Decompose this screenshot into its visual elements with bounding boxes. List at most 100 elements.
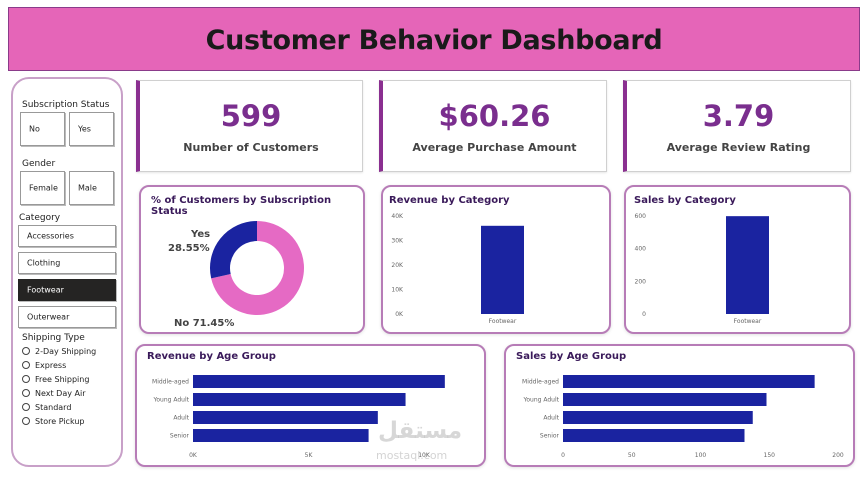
y-category-label: Young Adult — [523, 397, 560, 404]
donut-slice-no — [211, 221, 304, 315]
radio-icon — [22, 403, 30, 411]
shipping-option-nextday[interactable]: Next Day Air — [22, 389, 86, 400]
y-category-label: Senior — [540, 433, 560, 440]
subscription-option-no[interactable]: No — [20, 112, 65, 146]
kpi-value: 3.79 — [702, 99, 775, 133]
watermark-logo: مستقل — [378, 418, 463, 444]
option-label: Male — [78, 183, 97, 193]
chart-card-sales-category: Sales by Category 0 200 400 600 Footwear — [624, 185, 851, 334]
bar-middle-aged — [193, 375, 445, 388]
option-label: Store Pickup — [35, 417, 85, 426]
shipping-option-express[interactable]: Express — [22, 361, 66, 372]
kpi-card-review-rating: 3.79 Average Review Rating — [623, 80, 851, 172]
category-option-footwear[interactable]: Footwear — [18, 279, 116, 301]
bar-senior — [193, 429, 369, 442]
x-tick-label: 5K — [305, 452, 314, 459]
kpi-caption: Number of Customers — [183, 141, 319, 154]
gender-option-female[interactable]: Female — [20, 171, 65, 205]
radio-icon — [22, 375, 30, 383]
shipping-filter-label: Shipping Type — [22, 333, 85, 343]
bar-footwear — [481, 225, 524, 314]
shipping-option-standard[interactable]: Standard — [22, 403, 71, 414]
y-category-label: Middle-aged — [522, 379, 559, 386]
chart-title: Revenue by Category — [389, 195, 510, 206]
chart-title: Sales by Category — [634, 195, 736, 206]
bar-adult — [563, 411, 753, 424]
gender-option-male[interactable]: Male — [69, 171, 114, 205]
bar-middle-aged — [563, 375, 815, 388]
sales-age-chart: Middle-aged Young Adult Adult Senior 0 50 100 1… — [522, 375, 844, 459]
chart-card-sales-age: Sales by Age Group Middle-aged Young Adul… — [504, 344, 855, 467]
kpi-card-avg-purchase: $60.26 Average Purchase Amount — [379, 80, 607, 172]
category-option-clothing[interactable]: Clothing — [18, 252, 116, 274]
page-title: Customer Behavior Dashboard — [205, 25, 663, 56]
y-category-label: Adult — [543, 415, 559, 422]
x-category-label: Footwear — [734, 318, 762, 325]
option-label: Female — [29, 183, 58, 193]
category-option-accessories[interactable]: Accessories — [18, 225, 116, 247]
option-label: Next Day Air — [35, 389, 86, 398]
option-label: Express — [35, 361, 67, 370]
y-tick-label: 400 — [635, 246, 647, 253]
shipping-option-free[interactable]: Free Shipping — [22, 375, 89, 386]
x-tick-label: 10K — [418, 452, 431, 459]
y-category-label: Middle-aged — [152, 379, 189, 386]
radio-icon — [22, 347, 30, 355]
shipping-option-2day[interactable]: 2-Day Shipping — [22, 347, 96, 358]
bar-young-adult — [193, 393, 406, 406]
kpi-value: 599 — [220, 99, 282, 133]
bar-young-adult — [563, 393, 767, 406]
y-category-label: Senior — [170, 433, 190, 440]
x-tick-label: 0K — [189, 452, 198, 459]
subscription-option-yes[interactable]: Yes — [69, 112, 114, 146]
shipping-option-pickup[interactable]: Store Pickup — [22, 417, 85, 428]
kpi-caption: Average Review Rating — [666, 141, 811, 154]
y-tick-label: 200 — [635, 278, 647, 285]
kpi-card-customers: 599 Number of Customers — [136, 80, 363, 172]
radio-icon — [22, 417, 30, 425]
option-label: Accessories — [27, 231, 74, 241]
x-tick-label: 150 — [764, 452, 776, 459]
y-tick-label: 40K — [391, 213, 404, 220]
x-tick-label: 100 — [695, 452, 707, 459]
category-filter-label: Category — [19, 213, 61, 223]
x-tick-label: 0 — [561, 452, 565, 459]
y-tick-label: 0K — [395, 311, 404, 318]
donut-chart: No 71.45% Yes 28.55% — [168, 221, 304, 329]
donut-label-yes: Yes — [190, 229, 210, 240]
chart-card-revenue-category: Revenue by Category 0K 10K 20K 30K 40K Footwe… — [381, 185, 611, 334]
subscription-filter-label: Subscription Status — [22, 100, 110, 110]
category-option-outerwear[interactable]: Outerwear — [18, 306, 116, 328]
option-label: Clothing — [27, 258, 61, 268]
donut-label-yes-pct: 28.55% — [168, 243, 210, 254]
option-label: Footwear — [27, 285, 64, 295]
y-tick-label: 20K — [391, 262, 404, 269]
y-category-label: Adult — [173, 415, 189, 422]
option-label: No — [29, 124, 40, 134]
filter-panel: Subscription Status No Yes Gender Female… — [11, 77, 123, 467]
x-tick-label: 50 — [628, 452, 636, 459]
y-tick-label: 600 — [635, 213, 647, 220]
dashboard-header: Customer Behavior Dashboard — [8, 7, 860, 71]
kpi-caption: Average Purchase Amount — [412, 141, 577, 154]
x-category-label: Footwear — [489, 318, 517, 325]
option-label: Standard — [35, 403, 72, 412]
donut-label-no: No 71.45% — [174, 318, 234, 329]
chart-title: Revenue by Age Group — [147, 351, 276, 362]
watermark-url: mostaql.com — [376, 449, 448, 462]
chart-card-revenue-age: Revenue by Age Group Middle-aged Young Ad… — [135, 344, 486, 467]
revenue-age-chart: Middle-aged Young Adult Adult Senior 0K 5K 10K — [152, 375, 445, 459]
y-tick-label: 0 — [642, 311, 646, 318]
bar-footwear — [726, 216, 769, 314]
radio-icon — [22, 361, 30, 369]
kpi-value: $60.26 — [438, 99, 551, 133]
option-label: Yes — [78, 124, 91, 134]
y-tick-label: 10K — [391, 287, 404, 294]
option-label: Free Shipping — [35, 375, 90, 384]
revenue-category-chart: 0K 10K 20K 30K 40K Footwear — [391, 213, 524, 325]
option-label: Outerwear — [27, 312, 70, 322]
y-tick-label: 30K — [391, 238, 404, 245]
y-category-label: Young Adult — [153, 397, 190, 404]
gender-filter-label: Gender — [22, 159, 56, 169]
sales-category-chart: 0 200 400 600 Footwear — [635, 213, 769, 325]
